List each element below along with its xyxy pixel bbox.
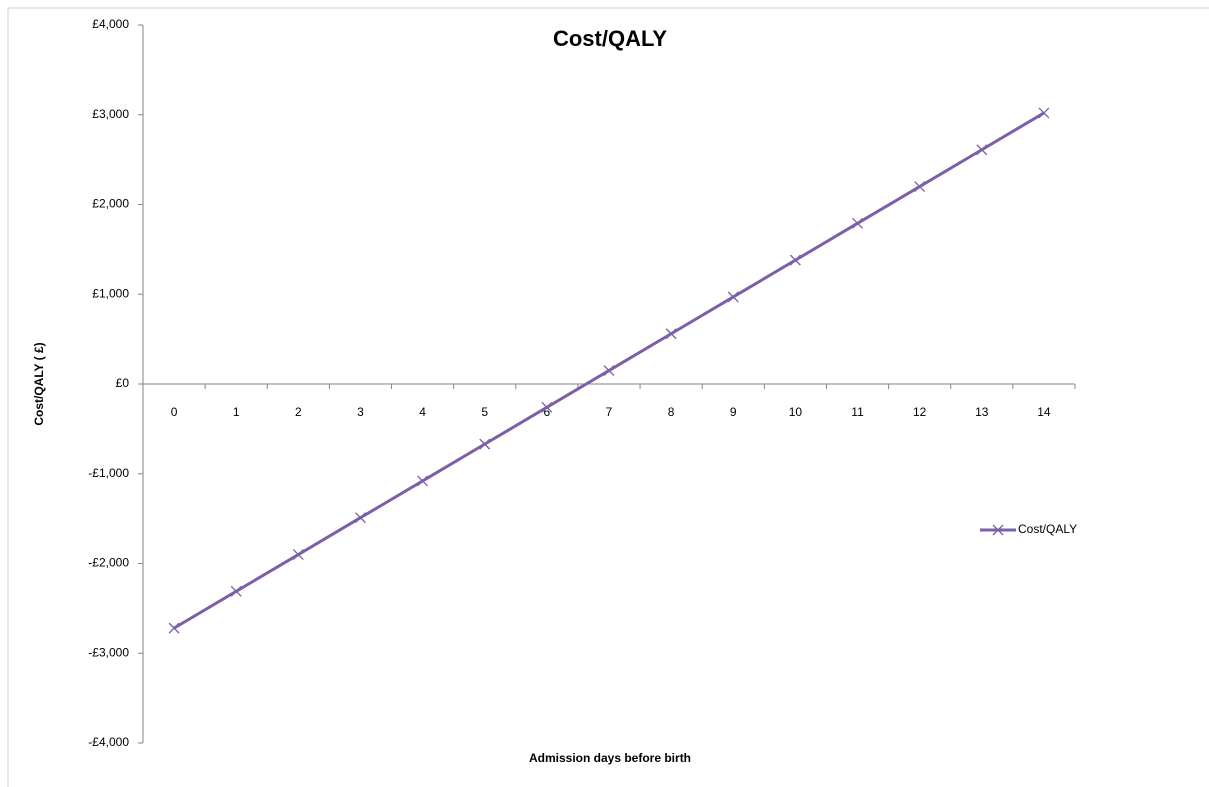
x-tick-label: 14 <box>1037 405 1051 419</box>
data-point <box>1038 107 1050 119</box>
x-axis-label: Admission days before birth <box>529 751 691 765</box>
y-tick-label: £4,000 <box>92 17 129 31</box>
legend-marker <box>992 524 1004 536</box>
x-tick-label: 0 <box>171 405 178 419</box>
x-tick-label: 12 <box>913 405 927 419</box>
y-tick-label: £2,000 <box>92 197 129 211</box>
y-tick-label: £1,000 <box>92 286 129 300</box>
x-tick-label: 5 <box>481 405 488 419</box>
x-tick-label: 2 <box>295 405 302 419</box>
data-point <box>479 438 491 450</box>
data-point <box>292 549 304 560</box>
data-point <box>355 512 366 524</box>
y-axis-label: Cost/QALY ( £) <box>32 342 46 425</box>
data-point <box>603 365 615 376</box>
y-tick-label: -£3,000 <box>88 645 129 659</box>
x-tick-label: 1 <box>233 405 240 419</box>
x-tick-label: 7 <box>606 405 613 419</box>
x-tick-label: 4 <box>419 405 426 419</box>
x-tick-label: 8 <box>668 405 675 419</box>
data-point <box>914 181 926 193</box>
y-tick-label: £0 <box>116 376 130 390</box>
data-point <box>852 217 863 229</box>
x-tick-label: 11 <box>851 405 864 419</box>
y-tick-label: -£1,000 <box>88 466 129 480</box>
data-point <box>168 622 180 634</box>
legend-label: Cost/QALY <box>1018 522 1077 536</box>
data-point <box>727 291 739 303</box>
x-tick-label: 3 <box>357 405 364 419</box>
chart-title: Cost/QALY <box>553 26 667 51</box>
data-point <box>789 254 801 266</box>
data-point <box>541 401 553 413</box>
y-tick-label: -£4,000 <box>88 735 129 749</box>
x-tick-label: 10 <box>789 405 803 419</box>
data-point <box>417 475 429 487</box>
x-tick-label: 9 <box>730 405 737 419</box>
chart-frame <box>7 7 1209 787</box>
y-tick-label: £3,000 <box>92 107 129 121</box>
data-point <box>665 328 677 340</box>
y-tick-label: -£2,000 <box>88 556 129 570</box>
x-tick-label: 6 <box>544 405 551 419</box>
data-point <box>976 144 988 156</box>
x-tick-label: 13 <box>975 405 989 419</box>
data-point <box>230 585 242 597</box>
